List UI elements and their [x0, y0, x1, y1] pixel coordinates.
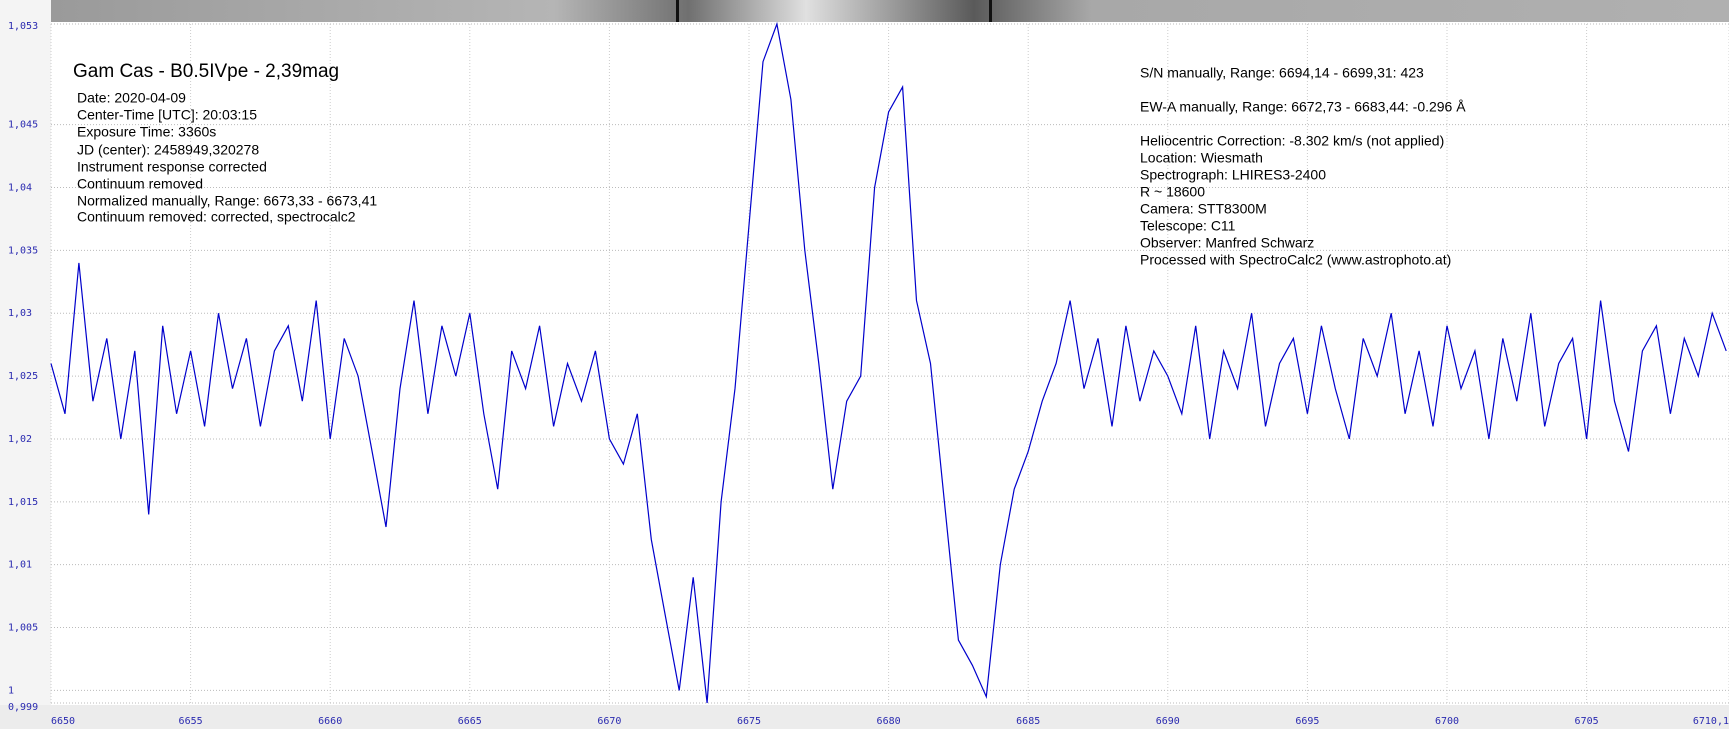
y-tick-label: 1,01 [8, 560, 32, 571]
y-tick-label: 1,053 [8, 21, 38, 32]
strip-line [676, 0, 679, 22]
y-tick-label: 1,04 [8, 182, 32, 193]
x-tick-label: 6685 [1016, 716, 1040, 727]
spectrum-strip [51, 0, 1729, 22]
grid: 0,999 1 1,005 1,01 1,015 1,02 1,025 1,03 1,035 1,… [8, 21, 1729, 727]
annotation: Location: Wiesmath [1140, 150, 1263, 166]
x-tick-label: 6700 [1435, 716, 1459, 727]
y-axis-band [0, 0, 51, 705]
y-tick-label: 1 [8, 685, 14, 696]
y-tick-label: 1,02 [8, 434, 32, 445]
annotation: EW-A manually, Range: 6672,73 - 6683,44:… [1140, 99, 1466, 115]
y-tick-label: 1,03 [8, 308, 32, 319]
x-tick-label: 6705 [1575, 716, 1599, 727]
y-tick-label: 1,015 [8, 497, 38, 508]
annotation: Normalized manually, Range: 6673,33 - 66… [77, 193, 377, 209]
x-tick-label: 6650 [51, 716, 75, 727]
annotation: Date: 2020-04-09 [77, 90, 186, 106]
annotation: Continuum removed: corrected, spectrocal… [77, 209, 356, 225]
annotation: Continuum removed [77, 176, 203, 192]
y-tick-label: 1,035 [8, 245, 38, 256]
y-tick-label: 1,005 [8, 623, 38, 634]
x-axis-band [0, 705, 1729, 729]
y-tick-label: 1,045 [8, 120, 38, 131]
x-tick-label: 6660 [318, 716, 342, 727]
annotation: S/N manually, Range: 6694,14 - 6699,31: … [1140, 65, 1424, 81]
x-tick-label: 6665 [458, 716, 482, 727]
annotations-left: Date: 2020-04-09 Center-Time [UTC]: 20:0… [77, 90, 377, 225]
chart-title: Gam Cas - B0.5IVpe - 2,39mag [73, 61, 339, 82]
annotation: R ~ 18600 [1140, 184, 1205, 200]
annotation: Spectrograph: LHIRES3-2400 [1140, 167, 1326, 183]
annotation: Processed with SpectroCalc2 (www.astroph… [1140, 252, 1451, 268]
x-tick-label: 6710,1 [1693, 716, 1729, 727]
annotation: Camera: STT8300M [1140, 201, 1267, 217]
plot [50, 21, 1727, 704]
x-tick-label: 6655 [179, 716, 203, 727]
annotation: Telescope: C11 [1140, 218, 1236, 234]
annotation: Center-Time [UTC]: 20:03:15 [77, 107, 257, 123]
x-tick-label: 6675 [737, 716, 761, 727]
strip-line [989, 0, 992, 22]
annotation: JD (center): 2458949,320278 [77, 142, 259, 158]
annotation: Exposure Time: 3360s [77, 124, 216, 140]
annotation: Heliocentric Correction: -8.302 km/s (no… [1140, 133, 1444, 149]
x-tick-label: 6695 [1295, 716, 1319, 727]
x-tick-label: 6680 [877, 716, 901, 727]
annotations-right: S/N manually, Range: 6694,14 - 6699,31: … [1140, 65, 1466, 268]
x-tick-label: 6670 [597, 716, 621, 727]
annotation: Observer: Manfred Schwarz [1140, 235, 1314, 251]
y-tick-label: 0,999 [8, 702, 38, 713]
y-tick-label: 1,025 [8, 371, 38, 382]
spectrum-line [50, 21, 1727, 704]
annotation: Instrument response corrected [77, 159, 267, 175]
x-tick-label: 6690 [1156, 716, 1180, 727]
